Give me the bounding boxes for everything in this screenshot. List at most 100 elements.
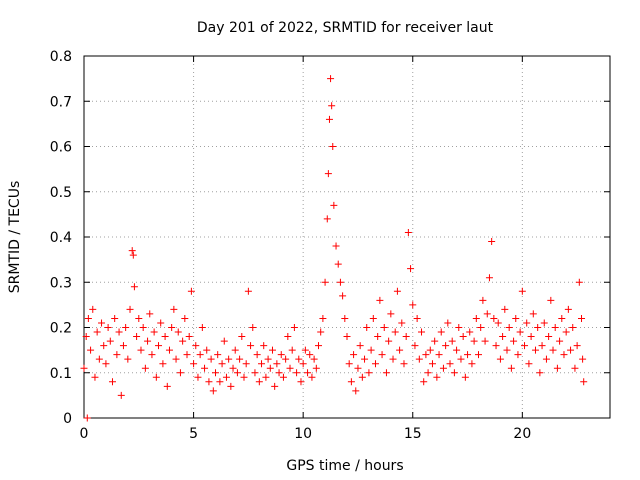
data-point bbox=[387, 310, 395, 318]
data-point bbox=[569, 324, 577, 331]
data-point bbox=[220, 337, 228, 345]
y-tick-label: 0.2 bbox=[50, 321, 72, 337]
data-point bbox=[564, 305, 572, 313]
data-point bbox=[516, 328, 524, 336]
data-point bbox=[455, 324, 463, 331]
data-point bbox=[312, 364, 320, 372]
data-point bbox=[310, 355, 318, 363]
data-point bbox=[159, 360, 167, 368]
data-point bbox=[324, 170, 332, 178]
data-point bbox=[286, 364, 294, 372]
data-point bbox=[176, 369, 184, 377]
data-point bbox=[475, 351, 482, 359]
data-point bbox=[415, 355, 423, 363]
data-point bbox=[501, 305, 509, 313]
data-point bbox=[89, 305, 97, 313]
data-point bbox=[503, 346, 511, 354]
data-point bbox=[222, 373, 230, 381]
data-point bbox=[181, 314, 189, 322]
data-point bbox=[194, 373, 202, 381]
data-point bbox=[494, 319, 502, 327]
y-tick-label: 0 bbox=[63, 411, 72, 427]
data-point bbox=[536, 369, 544, 377]
data-point bbox=[323, 215, 331, 223]
y-tick-label: 0.4 bbox=[50, 230, 72, 246]
data-point bbox=[336, 278, 344, 286]
data-point bbox=[102, 360, 110, 368]
data-point bbox=[93, 328, 101, 336]
data-point bbox=[111, 314, 119, 322]
data-point bbox=[242, 360, 250, 368]
data-point bbox=[277, 351, 285, 359]
data-point bbox=[389, 355, 397, 363]
data-point bbox=[551, 324, 559, 331]
data-point bbox=[488, 238, 496, 246]
data-point bbox=[304, 369, 312, 377]
data-point bbox=[253, 351, 261, 359]
data-point bbox=[580, 378, 588, 386]
data-point bbox=[345, 360, 353, 368]
data-point bbox=[510, 337, 518, 345]
data-point bbox=[157, 319, 165, 327]
data-point bbox=[514, 351, 522, 359]
data-point bbox=[424, 369, 432, 377]
data-point bbox=[233, 369, 241, 377]
data-point bbox=[327, 75, 335, 83]
data-point bbox=[378, 351, 386, 359]
data-point bbox=[201, 364, 209, 372]
y-tick-label: 0.7 bbox=[50, 94, 72, 110]
data-point bbox=[393, 287, 401, 295]
data-point bbox=[192, 342, 200, 350]
data-point bbox=[115, 328, 123, 336]
data-point bbox=[459, 333, 467, 341]
data-point bbox=[174, 328, 182, 336]
data-point bbox=[321, 278, 329, 286]
y-tick-label: 0.6 bbox=[50, 140, 72, 156]
data-point bbox=[407, 265, 415, 273]
data-point bbox=[435, 351, 443, 359]
data-point bbox=[209, 387, 217, 395]
data-point bbox=[133, 333, 141, 341]
data-point bbox=[319, 314, 327, 322]
data-point bbox=[400, 360, 408, 368]
y-tick-label: 0.5 bbox=[50, 185, 72, 201]
data-point bbox=[391, 328, 399, 336]
data-point bbox=[190, 360, 198, 368]
data-point bbox=[540, 319, 548, 327]
data-point bbox=[284, 333, 292, 341]
data-point bbox=[179, 337, 187, 345]
data-point bbox=[479, 296, 487, 304]
data-point bbox=[341, 314, 349, 322]
data-point bbox=[556, 337, 564, 345]
data-point bbox=[244, 287, 252, 295]
data-point bbox=[347, 378, 355, 386]
data-point bbox=[268, 346, 276, 354]
data-point bbox=[108, 378, 116, 386]
data-point bbox=[534, 324, 542, 331]
data-point bbox=[365, 369, 373, 377]
data-point bbox=[240, 373, 248, 381]
data-point bbox=[255, 378, 263, 386]
data-point bbox=[558, 314, 566, 322]
data-point bbox=[275, 369, 283, 377]
data-point bbox=[332, 242, 340, 250]
data-point bbox=[547, 296, 555, 304]
x-tick-label: 15 bbox=[404, 426, 422, 442]
data-point bbox=[411, 342, 419, 350]
data-point bbox=[369, 314, 377, 322]
data-point bbox=[339, 292, 347, 300]
data-point bbox=[122, 324, 130, 331]
data-point bbox=[380, 324, 388, 331]
data-point bbox=[126, 305, 134, 313]
data-point bbox=[567, 346, 575, 354]
data-point bbox=[507, 364, 515, 372]
data-point bbox=[404, 228, 412, 236]
data-point bbox=[560, 351, 568, 359]
data-point bbox=[172, 355, 180, 363]
data-point bbox=[433, 373, 441, 381]
data-point bbox=[453, 346, 461, 354]
data-point bbox=[207, 355, 215, 363]
data-point bbox=[87, 346, 95, 354]
data-point bbox=[128, 247, 136, 255]
data-points bbox=[80, 75, 588, 422]
